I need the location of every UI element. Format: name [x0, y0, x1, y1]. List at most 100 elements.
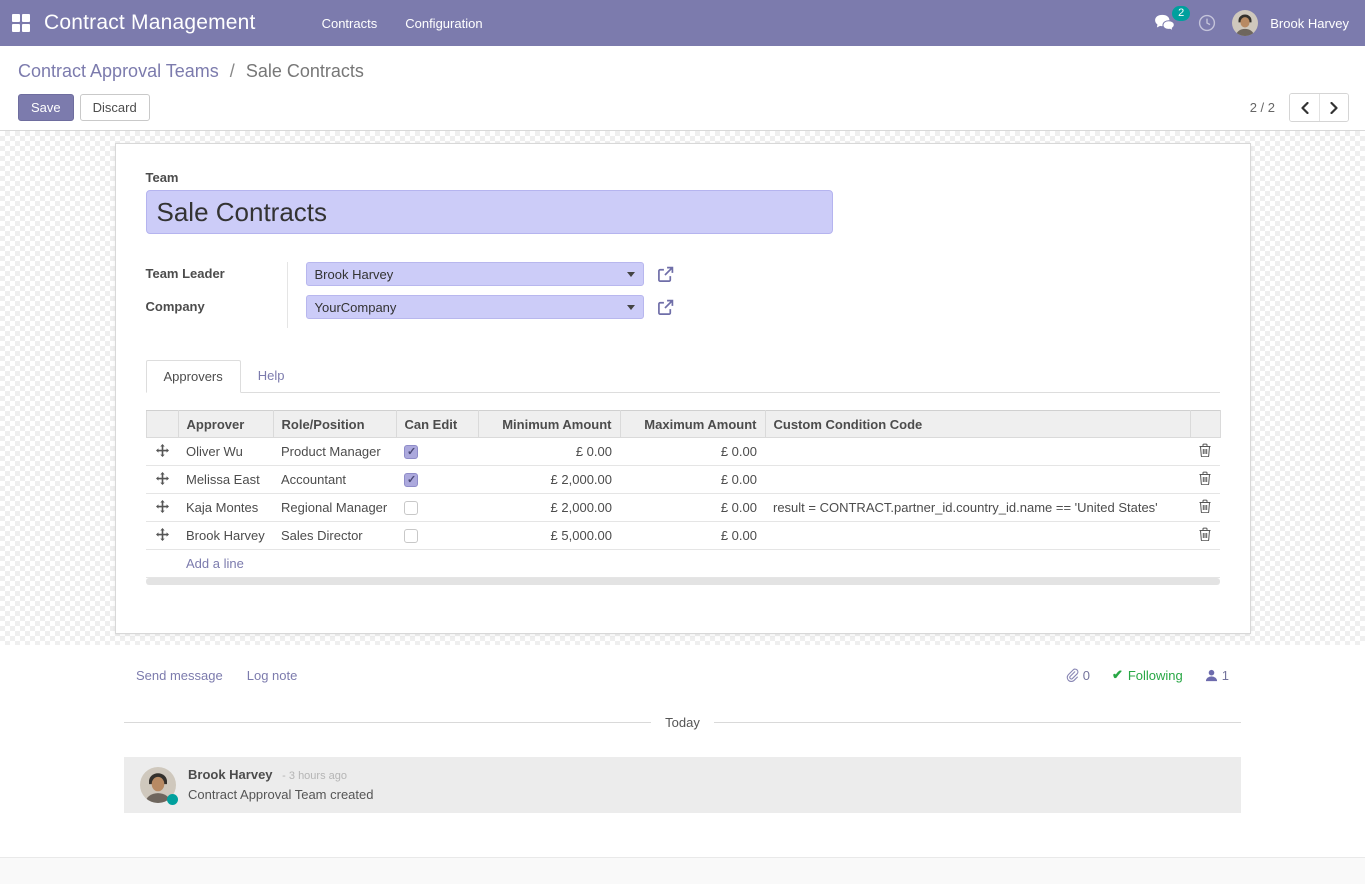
chevron-down-icon	[626, 304, 635, 310]
cell-min-amount[interactable]: £ 5,000.00	[478, 521, 620, 550]
cell-max-amount[interactable]: £ 0.00	[620, 437, 765, 466]
attachments-count: 0	[1082, 667, 1090, 683]
control-panel: Contract Approval Teams / Sale Contracts…	[0, 46, 1365, 131]
chatter: Send message Log note 0 ✔ Following 1 To	[0, 645, 1365, 857]
delete-row-icon[interactable]	[1199, 443, 1211, 457]
team-leader-label: Team Leader	[145, 266, 225, 281]
company-value: YourCompany	[314, 299, 397, 315]
delete-row-icon[interactable]	[1199, 471, 1211, 485]
col-delete	[1189, 410, 1221, 438]
cell-min-amount[interactable]: £ 2,000.00	[478, 465, 620, 494]
col-approver[interactable]: Approver	[177, 410, 274, 438]
cell-role[interactable]: Sales Director	[273, 521, 396, 550]
cell-min-amount[interactable]: £ 0.00	[478, 437, 620, 466]
cell-max-amount[interactable]: £ 0.00	[620, 521, 765, 550]
online-status-dot	[167, 794, 178, 805]
followers-button[interactable]: 1	[1205, 668, 1229, 683]
can-edit-checkbox[interactable]	[404, 501, 418, 516]
cell-max-amount[interactable]: £ 0.00	[620, 465, 765, 494]
table-row: Melissa East Accountant £ 2,000.00 £ 0.0…	[146, 465, 1220, 494]
add-line-row: Add a line	[146, 549, 1220, 578]
table-row: Kaja Montes Regional Manager £ 2,000.00 …	[146, 493, 1220, 522]
activities-clock-icon[interactable]	[1192, 10, 1222, 36]
cell-condition[interactable]: result = CONTRACT.partner_id.country_id.…	[765, 493, 1190, 522]
cell-role[interactable]: Accountant	[273, 465, 396, 494]
main-menu: Contracts Configuration	[312, 10, 493, 37]
company-select[interactable]: YourCompany	[305, 295, 644, 319]
delete-row-icon[interactable]	[1199, 527, 1211, 541]
team-leader-select[interactable]: Brook Harvey	[305, 262, 644, 286]
add-line-link[interactable]: Add a line	[186, 556, 244, 571]
cell-condition[interactable]	[765, 437, 1190, 466]
col-role[interactable]: Role/Position	[272, 410, 397, 438]
company-label: Company	[145, 299, 205, 314]
notebook-tabs: Approvers Help	[145, 360, 1220, 393]
followers-count: 1	[1221, 667, 1229, 683]
drag-handle-icon[interactable]	[155, 527, 169, 541]
can-edit-checkbox[interactable]	[404, 445, 418, 460]
drag-handle-icon[interactable]	[155, 443, 169, 457]
following-button[interactable]: ✔ Following	[1112, 667, 1183, 683]
breadcrumb: Contract Approval Teams / Sale Contracts	[18, 58, 1349, 84]
app-title[interactable]: Contract Management	[44, 11, 256, 34]
breadcrumb-current: Sale Contracts	[245, 61, 364, 81]
save-button[interactable]: Save	[18, 94, 74, 121]
col-condition[interactable]: Custom Condition Code	[764, 410, 1191, 438]
tab-help[interactable]: Help	[257, 368, 285, 383]
followers-icon	[1205, 669, 1217, 681]
cell-condition[interactable]	[765, 465, 1190, 494]
company-external-link-icon[interactable]	[657, 299, 674, 316]
message: Brook Harvey - 3 hours ago Contract Appr…	[124, 757, 1241, 813]
breadcrumb-link[interactable]: Contract Approval Teams	[18, 61, 219, 81]
team-name-input[interactable]	[145, 190, 833, 234]
team-leader-value: Brook Harvey	[314, 266, 394, 282]
send-message-button[interactable]: Send message	[136, 667, 223, 683]
menu-contracts[interactable]: Contracts	[321, 15, 378, 31]
can-edit-checkbox[interactable]	[404, 529, 418, 544]
can-edit-checkbox[interactable]	[404, 473, 418, 488]
cell-approver[interactable]: Melissa East	[178, 465, 273, 494]
cell-role[interactable]: Product Manager	[273, 437, 396, 466]
pager-previous-button[interactable]	[1290, 94, 1319, 121]
message-author[interactable]: Brook Harvey	[188, 767, 273, 782]
attachments-button[interactable]: 0	[1065, 668, 1090, 683]
cell-approver[interactable]: Kaja Montes	[178, 493, 273, 522]
col-can-edit[interactable]: Can Edit	[395, 410, 479, 438]
user-menu[interactable]: Brook Harvey	[1270, 15, 1349, 31]
apps-menu-icon[interactable]	[12, 14, 30, 32]
control-panel-actions: Save Discard 2 / 2	[18, 93, 1349, 122]
cell-min-amount[interactable]: £ 2,000.00	[478, 493, 620, 522]
cell-approver[interactable]: Oliver Wu	[178, 437, 273, 466]
messages-icon[interactable]: 2	[1148, 6, 1191, 36]
cell-condition[interactable]	[765, 521, 1190, 550]
message-body: Contract Approval Team created	[188, 787, 374, 802]
cell-approver[interactable]: Brook Harvey	[178, 521, 273, 550]
pager-value: 2 / 2	[1249, 100, 1275, 115]
col-max-amount[interactable]: Maximum Amount	[619, 410, 766, 438]
log-note-button[interactable]: Log note	[246, 667, 298, 683]
table-row: Oliver Wu Product Manager £ 0.00 £ 0.00	[146, 437, 1220, 466]
systray: 2 Brook Harvey	[1148, 6, 1349, 36]
menu-configuration[interactable]: Configuration	[405, 15, 483, 31]
date-divider-label: Today	[665, 715, 700, 730]
paperclip-icon	[1066, 668, 1079, 682]
cell-role[interactable]: Regional Manager	[273, 493, 396, 522]
pager-next-button[interactable]	[1319, 94, 1348, 121]
user-avatar[interactable]	[1232, 10, 1259, 36]
chat-bubbles-icon	[1155, 14, 1176, 32]
field-group: Team Leader Company Brook Harvey YourCom…	[146, 262, 1220, 328]
drag-handle-icon[interactable]	[155, 499, 169, 513]
form-view-background: Team Team Leader Company Brook Harvey	[0, 131, 1365, 645]
table-header-row: Approver Role/Position Can Edit Minimum …	[145, 410, 1221, 438]
delete-row-icon[interactable]	[1199, 499, 1211, 513]
tab-approvers[interactable]: Approvers	[145, 360, 241, 393]
cell-max-amount[interactable]: £ 0.00	[620, 493, 765, 522]
drag-handle-icon[interactable]	[155, 471, 169, 485]
horizontal-scrollbar[interactable]	[145, 578, 1220, 585]
chatter-topbar: Send message Log note 0 ✔ Following 1	[124, 667, 1241, 683]
discard-button[interactable]: Discard	[79, 94, 150, 121]
col-min-amount[interactable]: Minimum Amount	[477, 410, 621, 438]
team-field-label: Team	[145, 170, 179, 185]
team-leader-external-link-icon[interactable]	[657, 266, 674, 283]
col-handle	[145, 410, 179, 438]
